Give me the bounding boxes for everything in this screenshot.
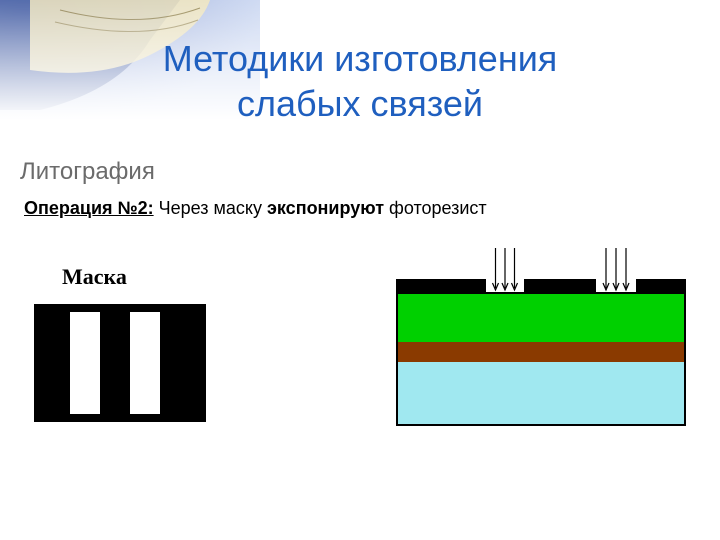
- mask-slit: [70, 312, 100, 414]
- mask-bar-segment: [396, 279, 486, 292]
- slide-title: Методики изготовления слабых связей: [0, 36, 720, 126]
- mask-top-view: [34, 304, 206, 422]
- layer-metal: [398, 342, 684, 362]
- layer-substrate: [398, 362, 684, 424]
- operation-bold: экспонируют: [267, 198, 384, 218]
- title-line-1: Методики изготовления: [163, 38, 558, 79]
- mask-bar-segment: [636, 279, 686, 292]
- arrow-group: [486, 248, 524, 292]
- mask-slit: [130, 312, 160, 414]
- mask-label: Маска: [62, 264, 127, 290]
- layer-photoresist: [398, 294, 684, 342]
- operation-description: Операция №2: Через маску экспонируют фот…: [24, 198, 487, 219]
- operation-text-2: фоторезист: [384, 198, 487, 218]
- operation-number: Операция №2:: [24, 198, 154, 218]
- operation-text-1: Через маску: [154, 198, 267, 218]
- arrow-group: [596, 248, 636, 292]
- title-line-2: слабых связей: [237, 83, 483, 124]
- mask-bar-segment: [524, 279, 596, 292]
- section-subtitle: Литография: [20, 158, 155, 186]
- cross-section: [396, 292, 686, 426]
